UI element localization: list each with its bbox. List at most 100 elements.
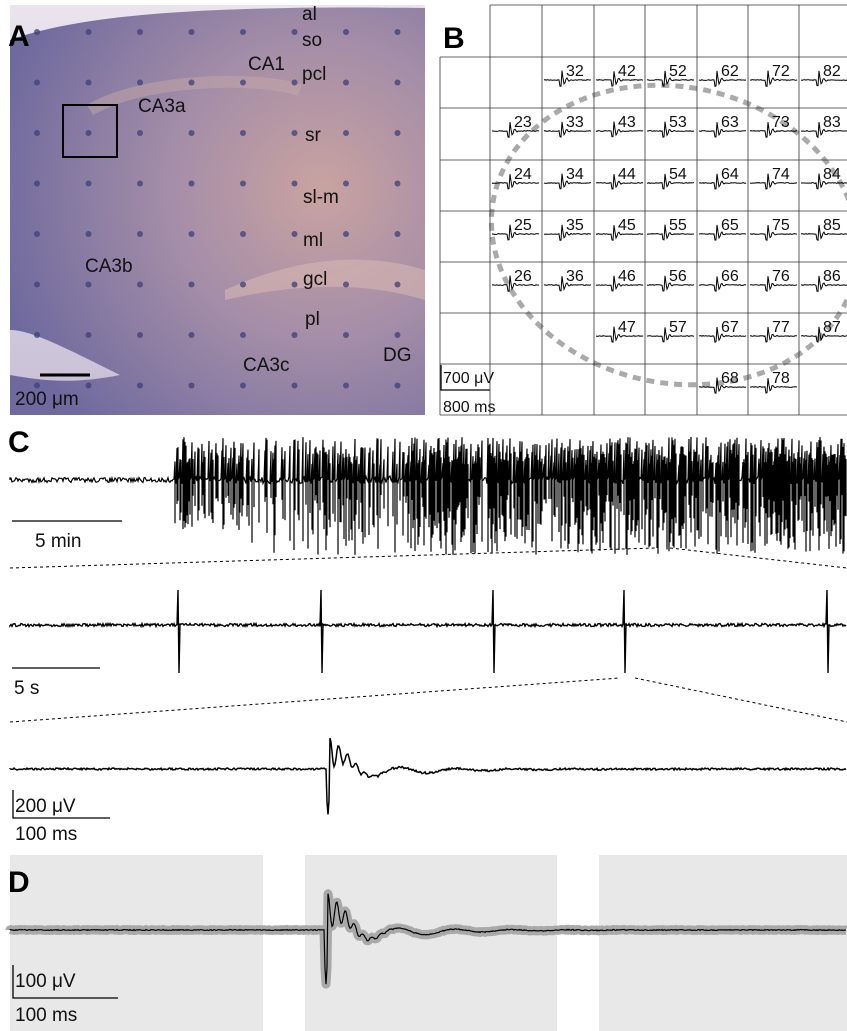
- trace: [646, 173, 695, 190]
- electrode: [188, 332, 195, 338]
- electrode-number: 25: [514, 217, 532, 234]
- trace: [9, 436, 847, 555]
- electrode: [34, 130, 40, 136]
- electrode: [343, 79, 349, 86]
- electrode-number: 45: [618, 217, 636, 234]
- electrode: [137, 382, 143, 389]
- electrode: [291, 180, 298, 187]
- trace: [595, 174, 644, 190]
- electrode: [291, 29, 298, 35]
- electrode: [291, 382, 298, 389]
- electrode-number: 65: [721, 217, 739, 234]
- electrode: [188, 231, 195, 237]
- trace: [749, 326, 798, 343]
- electrode: [240, 130, 246, 136]
- electrode-number: 44: [618, 166, 636, 183]
- window: [599, 855, 847, 1031]
- trace: [646, 70, 695, 87]
- scale-label: 200 μV: [15, 796, 76, 817]
- electrode-number: 53: [669, 114, 687, 131]
- electrode-number: 52: [669, 63, 687, 80]
- trace: [646, 121, 695, 138]
- trace: [698, 224, 747, 241]
- trace: [595, 71, 644, 87]
- electrode-number: 87: [823, 319, 841, 336]
- electrode: [85, 130, 92, 136]
- region-label: pcl: [302, 64, 326, 85]
- electrode: [394, 332, 401, 338]
- electrode-number: 54: [669, 166, 687, 183]
- electrode: [188, 79, 195, 86]
- electrode: [34, 79, 40, 86]
- trace: [595, 121, 644, 138]
- trace: [749, 70, 798, 88]
- trace: [698, 377, 747, 394]
- electrode: [240, 332, 246, 338]
- roi-box: [62, 104, 118, 158]
- electrode-number: 74: [772, 166, 790, 183]
- trace: [749, 122, 798, 138]
- region-label: pl: [305, 309, 320, 330]
- scale-label: 800 ms: [443, 399, 495, 416]
- scale-label: 700 μV: [443, 370, 494, 387]
- electrode: [188, 180, 195, 187]
- electrode-number: 23: [514, 114, 532, 131]
- trace: [543, 70, 592, 87]
- electrode-number: 72: [772, 63, 790, 80]
- electrode: [291, 231, 298, 237]
- trace: [491, 275, 540, 292]
- scale-bar: [440, 365, 490, 391]
- electrode: [188, 130, 195, 136]
- window: [10, 855, 263, 1031]
- trace: [800, 70, 847, 87]
- region-label: CA3b: [85, 256, 133, 277]
- electrode-number: 73: [772, 114, 790, 131]
- trace: [800, 275, 847, 292]
- electrode-number: 77: [772, 319, 790, 336]
- electrode: [291, 130, 298, 136]
- trace: [800, 122, 847, 139]
- cell-layer: [225, 259, 425, 300]
- scale-label: 100 ms: [15, 824, 77, 845]
- electrode-number: 24: [514, 166, 532, 183]
- trace: [749, 276, 798, 293]
- electrode-number: 85: [823, 217, 841, 234]
- trace: [9, 589, 847, 674]
- zoom-line: [9, 677, 621, 723]
- electrode: [240, 79, 246, 86]
- electrode-number: 26: [514, 268, 532, 285]
- electrode-number: 64: [721, 166, 739, 183]
- electrode-number: 75: [772, 217, 790, 234]
- trace: [543, 173, 592, 190]
- electrode: [394, 231, 401, 237]
- electrode-number: 55: [669, 217, 687, 234]
- electrode: [34, 180, 40, 187]
- electrode-number: 34: [566, 166, 584, 183]
- region-label: CA3a: [138, 96, 186, 117]
- panel-label: D: [8, 866, 30, 899]
- trace: [491, 174, 540, 190]
- electrode-number: 46: [618, 268, 636, 285]
- electrode: [394, 180, 401, 187]
- photo: [10, 5, 425, 416]
- region-label: sr: [305, 125, 322, 146]
- electrode: [343, 281, 349, 288]
- electrode: [394, 281, 401, 288]
- electrode: [34, 231, 40, 237]
- electrode: [85, 79, 92, 86]
- electrode-number: 68: [721, 370, 739, 387]
- electrode-number: 33: [566, 114, 584, 131]
- electrode: [240, 29, 246, 35]
- electrode: [85, 231, 92, 237]
- electrode-number: 43: [618, 114, 636, 131]
- electrode-number: 32: [566, 63, 584, 80]
- trace: [543, 224, 592, 241]
- electrode: [188, 382, 195, 389]
- electrode: [394, 130, 401, 136]
- trace: [543, 276, 592, 292]
- electrode-number: 84: [823, 166, 841, 183]
- electrode: [240, 281, 246, 288]
- panel-label: B: [443, 22, 465, 55]
- panel-label: C: [8, 426, 30, 459]
